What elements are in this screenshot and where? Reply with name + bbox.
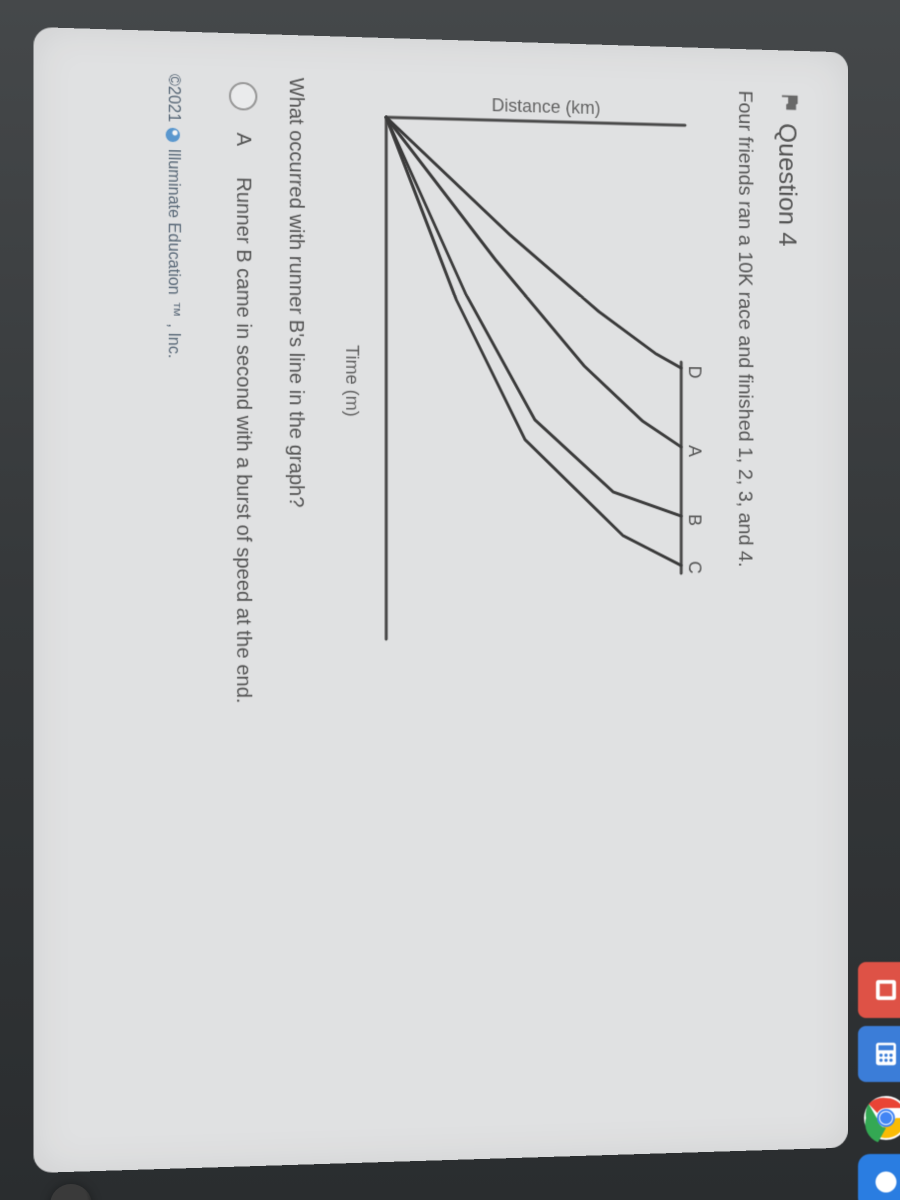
option-text: Runner B came in second with a burst of … — [231, 177, 254, 704]
screen-stage: Question 4 Four friends ran a 10K race a… — [0, 0, 900, 1200]
question-prompt: What occurred with runner B's line in th… — [284, 77, 307, 1123]
footer-year: ©2021 — [164, 74, 182, 123]
distance-time-chart: D A B C — [380, 113, 708, 645]
footer-suffix: , Inc. — [164, 323, 182, 358]
option-letter: A — [231, 132, 254, 155]
taskbar-app-icon[interactable] — [858, 962, 900, 1018]
svg-text:A: A — [685, 445, 704, 457]
quiz-page: Question 4 Four friends ran a 10K race a… — [34, 27, 848, 1173]
question-intro: Four friends ran a 10K race and finished… — [733, 90, 755, 1110]
x-axis-label: Time (m) — [341, 119, 362, 642]
taskbar-app2-icon[interactable] — [858, 1154, 900, 1200]
flag-icon[interactable] — [775, 91, 801, 113]
question-title: Question 4 — [773, 123, 803, 247]
footer-brand: Illuminate Education — [164, 148, 182, 295]
footer-copyright: ©2021 Illuminate Education ™ , Inc. — [164, 74, 182, 1127]
taskbar — [858, 962, 900, 1200]
y-axis-label: Distance (km) — [491, 91, 600, 119]
footer-logo-icon — [166, 128, 180, 143]
svg-text:C: C — [685, 561, 704, 574]
svg-text:B: B — [685, 514, 704, 526]
camera-lens-icon — [50, 1184, 92, 1200]
chart-area: Distance (km) D A B C — [380, 88, 708, 1120]
svg-text:D: D — [685, 366, 704, 379]
radio-icon[interactable] — [229, 82, 257, 111]
taskbar-calc-icon[interactable] — [858, 1026, 900, 1082]
taskbar-chrome-icon[interactable] — [858, 1090, 900, 1146]
footer-tm: ™ — [164, 301, 182, 318]
answer-option-a[interactable]: A Runner B came in second with a burst o… — [229, 82, 257, 1125]
